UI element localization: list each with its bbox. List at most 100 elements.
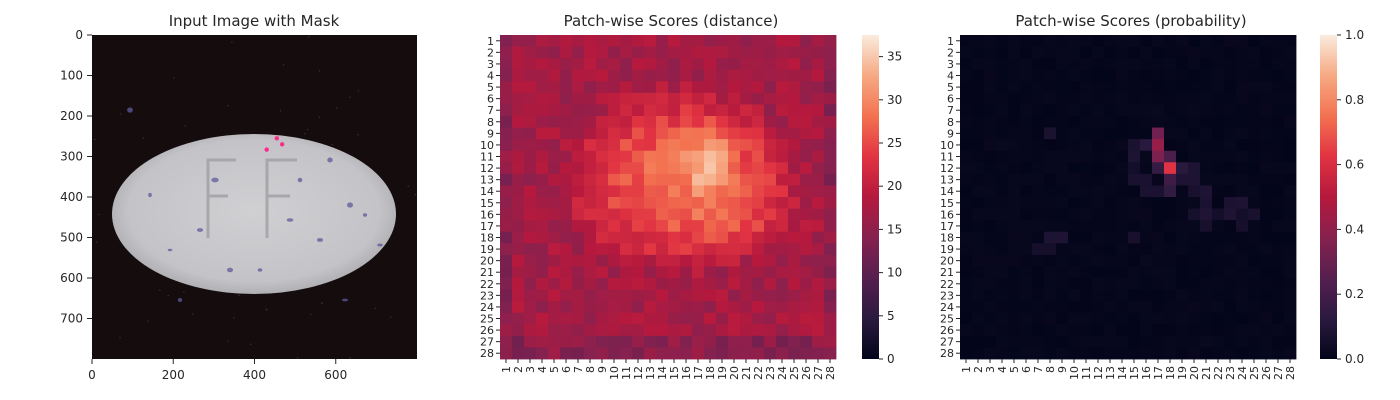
heatmap-cell [1080, 162, 1093, 175]
heatmap-cell [1080, 69, 1093, 82]
heatmap-cell [1248, 92, 1261, 105]
heatmap-cell [1164, 35, 1177, 47]
x-tick-label: 5 [548, 366, 561, 373]
heatmap-cell [596, 162, 609, 175]
heatmap-cell [524, 335, 537, 348]
heatmap-cell [1176, 312, 1189, 325]
heatmap-cell [680, 92, 693, 105]
heatmap-cell [788, 35, 801, 47]
heatmap-cell [680, 301, 693, 314]
heatmap-cell [1176, 127, 1189, 140]
heatmap-cell [620, 58, 633, 71]
heatmap-cell [1248, 104, 1261, 117]
heatmap-cell [1260, 197, 1273, 209]
heatmap-cell [1032, 127, 1045, 140]
heatmap-cell [812, 162, 825, 175]
heatmap-cell [972, 324, 985, 337]
heatmap-cell [560, 301, 573, 314]
heatmap-cell [1236, 347, 1249, 360]
heatmap-cell [788, 150, 801, 163]
heatmap-cell [788, 92, 801, 105]
heatmap-cell [560, 278, 573, 290]
speckle [177, 297, 183, 303]
heatmap-cell [1080, 150, 1093, 163]
heatmap-cell [1272, 127, 1285, 140]
heatmap-cell [656, 289, 669, 302]
heatmap-cell [776, 347, 789, 360]
y-tick-label: 26 [480, 324, 494, 337]
x-tick-label: 4 [996, 366, 1009, 373]
heatmap-cell [1176, 289, 1189, 302]
heatmap-cell [1260, 278, 1273, 290]
heatmap-cell [1104, 81, 1117, 94]
heatmap-cell [1092, 197, 1105, 209]
heatmap-cell [584, 81, 597, 94]
heatmap-cell [1164, 127, 1177, 140]
y-tick-label: 300 [60, 150, 83, 164]
heatmap-cell [1020, 266, 1033, 279]
heatmap-cell [1284, 46, 1297, 59]
heatmap-cell [692, 266, 705, 279]
heatmap-cell [536, 254, 549, 267]
heatmap-cell [1104, 289, 1117, 302]
heatmap-cell [1164, 139, 1177, 152]
noise-dot [349, 96, 351, 98]
heatmap-cell [1056, 266, 1069, 279]
heatmap-cell [680, 173, 693, 186]
heatmap-cell [716, 266, 729, 279]
heatmap-cell [1056, 150, 1069, 163]
heatmap-cell [800, 92, 813, 105]
heatmap-cell [996, 69, 1009, 82]
heatmap-cell [788, 301, 801, 314]
colorbar-tick-label: 0.2 [1345, 287, 1364, 301]
heatmap-cell [1272, 69, 1285, 82]
heatmap-cell [1104, 266, 1117, 279]
heatmap-cell [1116, 220, 1129, 233]
heatmap-cell [1152, 81, 1165, 94]
x-tick-label: 0 [88, 368, 96, 382]
heatmap-cell [632, 312, 645, 325]
heatmap-cell [536, 289, 549, 302]
heatmap-cell [764, 69, 777, 82]
heatmap-cell [548, 173, 561, 186]
heatmap-cell [1068, 197, 1081, 209]
heatmap-cell [1188, 335, 1201, 348]
heatmap-cell [740, 347, 753, 360]
heatmap-cell [1068, 220, 1081, 233]
heatmap-cell [996, 139, 1009, 152]
heatmap-cell [680, 231, 693, 244]
heatmap-cell [1188, 69, 1201, 82]
heatmap-cell [1188, 231, 1201, 244]
heatmap-cell [752, 46, 765, 59]
noise-dot [227, 340, 229, 342]
heatmap-cell [512, 243, 525, 256]
heatmap-cell [812, 139, 825, 152]
distance-heatmap-panel: Patch-wise Scores (distance) 1 2 3 4 5 6 7 8 9 10… [480, 12, 902, 380]
y-tick-label: 9 [947, 127, 954, 140]
heatmap-cell [1008, 58, 1021, 71]
speckle [257, 268, 263, 272]
heatmap-cell [524, 162, 537, 175]
heatmap-cell [1248, 197, 1261, 209]
heatmap-cell [1212, 81, 1225, 94]
heatmap-cell [536, 46, 549, 59]
heatmap-cell [1104, 185, 1117, 198]
heatmap-cell [1128, 173, 1141, 186]
heatmap-cell [560, 116, 573, 128]
speckle [346, 202, 354, 208]
heatmap-cell [548, 116, 561, 128]
heatmap-cell [812, 220, 825, 233]
heatmap-cell [1260, 92, 1273, 105]
heatmap-cell [1080, 197, 1093, 209]
heatmap-cell [960, 278, 973, 290]
heatmap-cell [1068, 92, 1081, 105]
heatmap-cell [960, 139, 973, 152]
heatmap-cell [692, 127, 705, 140]
heatmap-cell [620, 127, 633, 140]
heatmap-cell [1044, 173, 1057, 186]
heatmap-cell [1248, 301, 1261, 314]
heatmap-cell [1020, 278, 1033, 290]
heatmap-cell [584, 162, 597, 175]
heatmap-cell [1056, 301, 1069, 314]
heatmap-cell [572, 150, 585, 163]
